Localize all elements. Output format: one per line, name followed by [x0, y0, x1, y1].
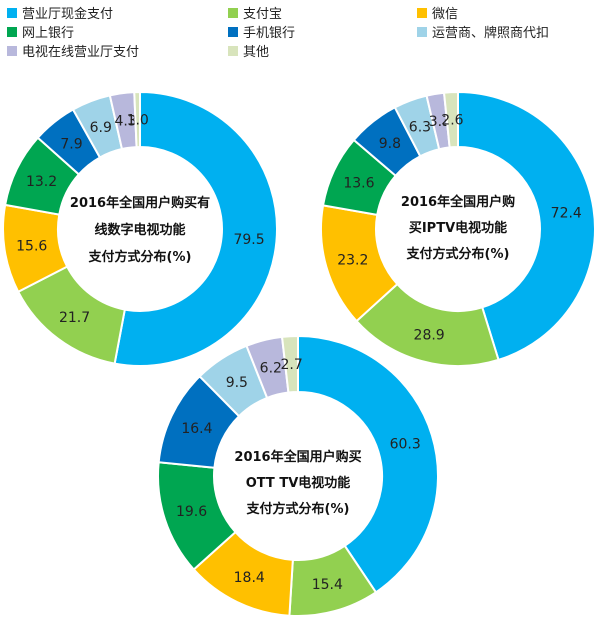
slice-label-tv_hall: 6.2: [260, 360, 282, 376]
legend-item-hall: 营业厅现金支付: [7, 3, 113, 22]
legend-item-other: 其他: [228, 41, 269, 60]
legend-item-alipay: 支付宝: [228, 3, 282, 22]
chart-title-line: 线数字电视功能: [94, 222, 185, 238]
slice-hall: [457, 90, 596, 362]
legend-item-operator: 运营商、牌照商代扣: [417, 22, 549, 41]
chart-title-line: 2016年全国用户购买有: [70, 195, 210, 211]
slice-label-alipay: 28.9: [414, 328, 445, 344]
slice-label-other: 1.0: [127, 113, 149, 129]
chart-title-line: 买IPTV电视功能: [409, 220, 507, 236]
legend: 营业厅现金支付 支付宝 微信网上银行 手机银行 运营商、牌照商代扣电视在线营业厅支付 其他: [0, 0, 600, 62]
slice-label-operator: 6.9: [90, 120, 112, 136]
chart-title-line: 支付方式分布(%): [406, 246, 510, 262]
legend-item-mobile_bank: 手机银行: [228, 22, 295, 41]
donut-chart-2: 72.4 28.9 23.2 13.6 9.8 6.33.32.6 2016年全国用户购买I…: [320, 90, 596, 367]
legend-swatch: [228, 7, 238, 18]
legend-label: 微信: [432, 7, 459, 22]
slice-label-other: 2.7: [280, 357, 302, 373]
legend-label: 手机银行: [243, 26, 296, 41]
legend-swatch: [7, 26, 17, 37]
chart-title-line: 支付方式分布(%): [88, 249, 192, 265]
slice-label-hall: 60.3: [390, 436, 421, 452]
donut-chart-1: 79.5 21.7 15.6 13.2 7.9 6.9 4.31.0 2016年全国用户购买有…: [2, 90, 278, 367]
chart-title-line: 2016年全国用户购: [401, 194, 515, 210]
slice-label-alipay: 21.7: [59, 310, 90, 326]
legend-swatch: [7, 7, 17, 18]
slice-label-operator: 9.5: [226, 375, 248, 391]
legend-swatch: [228, 45, 238, 56]
slice-label-mobile_bank: 7.9: [60, 137, 82, 153]
slice-label-online_bank: 19.6: [176, 504, 207, 520]
donut-chart-3: 60.3 15.4 18.4 19.6 16.4 9.5 6.22.7 2016年全国用户购买…: [157, 334, 439, 617]
slice-label-hall: 79.5: [233, 232, 264, 248]
slice-label-wechat: 18.4: [234, 570, 265, 586]
slice-label-online_bank: 13.2: [26, 174, 57, 190]
chart-title-line: 2016年全国用户购买: [234, 449, 361, 465]
legend-label: 支付宝: [243, 7, 283, 22]
chart-title-line: 支付方式分布(%): [246, 501, 350, 517]
slice-label-mobile_bank: 9.8: [379, 136, 401, 152]
slice-label-alipay: 15.4: [312, 577, 343, 593]
slice-other: [280, 334, 299, 394]
slice-label-wechat: 23.2: [337, 252, 368, 268]
slice-label-tv_hall: 3.3: [429, 114, 451, 130]
legend-label: 其他: [243, 45, 270, 60]
legend-label: 网上银行: [22, 26, 75, 41]
slice-label-wechat: 15.6: [16, 238, 47, 254]
slice-hall: [297, 334, 439, 594]
legend-swatch: [7, 45, 17, 56]
slice-label-mobile_bank: 16.4: [181, 421, 212, 437]
slice-other: [442, 90, 459, 149]
chart-title-line: OTT TV电视功能: [246, 475, 351, 491]
legend-item-online_bank: 网上银行: [7, 22, 74, 41]
legend-label: 运营商、牌照商代扣: [432, 26, 550, 41]
slice-hall: [113, 90, 278, 367]
legend-label: 营业厅现金支付: [22, 7, 114, 22]
legend-item-tv_hall: 电视在线营业厅支付: [7, 41, 139, 60]
slice-other: [133, 90, 141, 149]
slice-label-operator: 6.3: [409, 119, 431, 135]
legend-label: 电视在线营业厅支付: [22, 45, 140, 60]
legend-swatch: [417, 26, 427, 37]
slice-label-hall: 72.4: [551, 206, 582, 222]
slice-label-other: 2.6: [441, 113, 463, 129]
slice-label-tv_hall: 4.3: [114, 113, 136, 129]
legend-swatch: [417, 7, 427, 18]
slice-label-online_bank: 13.6: [343, 175, 374, 191]
legend-swatch: [228, 26, 238, 37]
legend-item-wechat: 微信: [417, 3, 458, 22]
